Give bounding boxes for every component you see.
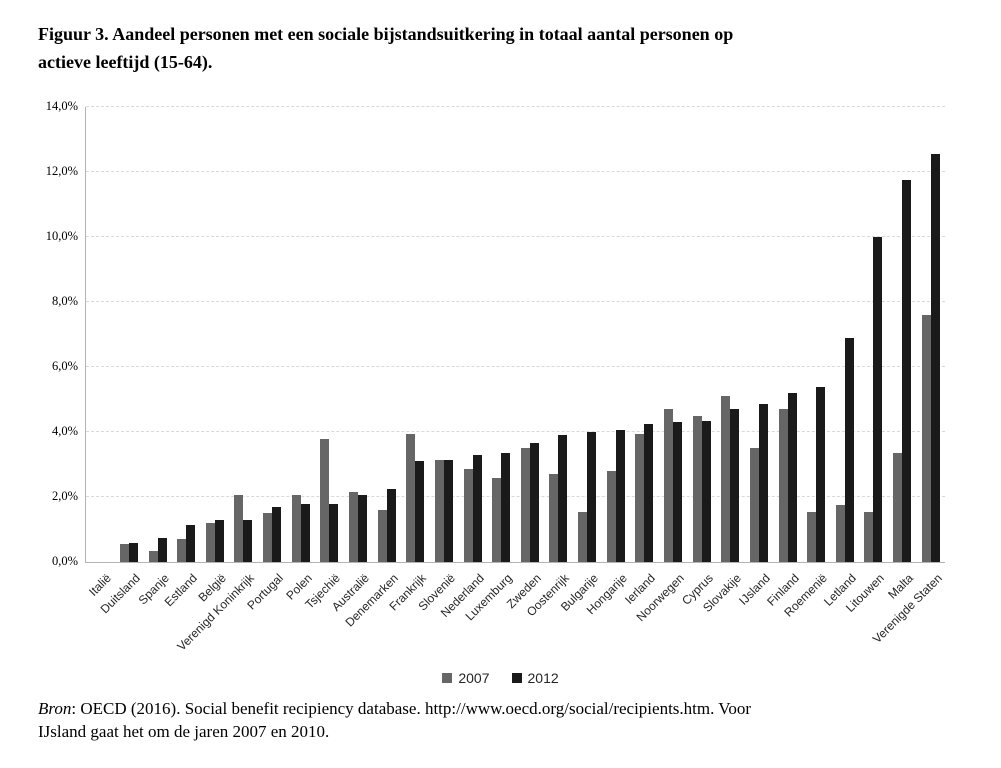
bar-2012: [386, 488, 396, 562]
bar-2012: [672, 422, 682, 562]
legend-item-2012: 2012: [511, 670, 559, 686]
y-axis-tick-label: 6,0%: [51, 359, 78, 373]
bar-2012: [758, 404, 768, 562]
bar-2007: [406, 433, 416, 562]
bar-2012: [787, 393, 797, 562]
bar-2012: [329, 503, 339, 562]
legend-label: 2007: [458, 670, 490, 686]
y-axis-tick-label: 0,0%: [51, 554, 78, 568]
bar-2012: [243, 519, 253, 562]
bar-2012: [873, 237, 883, 562]
source-line1: Bron: OECD (2016). Social benefit recipi…: [38, 697, 973, 720]
bar-2007: [205, 523, 215, 562]
bar-2012: [558, 435, 568, 562]
chart-title-line2: actieve leeftijd (15-64).: [38, 52, 213, 72]
bar-2012: [272, 506, 282, 562]
gridline-12: [86, 171, 945, 172]
gridline-2: [86, 496, 945, 497]
legend-item-2007: 2007: [442, 670, 490, 686]
bar-2012: [415, 461, 425, 562]
bar-2007: [721, 396, 731, 562]
bar-2007: [692, 415, 702, 562]
bar-2007: [835, 505, 845, 562]
y-axis-tick-label: 2,0%: [51, 489, 78, 503]
legend-swatch-icon: [442, 673, 453, 683]
gridline-14: [86, 106, 945, 107]
bar-2007: [263, 513, 273, 562]
bar-2012: [816, 386, 826, 562]
bar-2007: [663, 409, 673, 562]
legend-label: 2012: [527, 670, 559, 686]
y-axis-tick-label: 4,0%: [51, 424, 78, 438]
bar-2007: [520, 448, 530, 562]
bar-2012: [902, 180, 912, 562]
bar-2007: [635, 433, 645, 562]
bar-2007: [148, 550, 158, 562]
bar-2007: [778, 409, 788, 562]
y-axis-tick-label: 10,0%: [45, 229, 78, 243]
bar-2007: [119, 544, 129, 562]
chart-title-line1: Figuur 3. Aandeel personen met een socia…: [38, 24, 734, 44]
bar-2012: [529, 443, 539, 562]
bar-2007: [893, 453, 903, 562]
bar-2012: [501, 453, 511, 562]
bar-2007: [349, 492, 359, 562]
bar-2012: [930, 154, 940, 562]
bar-2007: [807, 511, 817, 562]
bar-2007: [749, 448, 759, 562]
plot-area: [85, 106, 945, 563]
bar-2007: [864, 511, 874, 562]
legend-swatch-icon: [511, 673, 522, 683]
bar-2012: [300, 503, 310, 562]
source-text1: : OECD (2016). Social benefit recipiency…: [71, 699, 752, 718]
chart-legend: 2007 2012: [0, 670, 1001, 686]
bar-2007: [291, 495, 301, 562]
bar-2012: [644, 423, 654, 562]
bar-2007: [434, 459, 444, 562]
chart-title: Figuur 3. Aandeel personen met een socia…: [38, 20, 978, 76]
gridline-10: [86, 236, 945, 237]
bar-2012: [730, 409, 740, 562]
y-axis-tick-label: 14,0%: [45, 99, 78, 113]
bar-2012: [128, 542, 138, 562]
bar-2012: [358, 495, 368, 562]
bar-2012: [214, 519, 224, 562]
bar-2007: [177, 539, 187, 562]
y-axis-tick-label: 8,0%: [51, 294, 78, 308]
bar-2012: [443, 459, 453, 562]
bar-2007: [578, 511, 588, 562]
bar-2007: [921, 315, 931, 562]
bar-2012: [186, 524, 196, 562]
bar-2007: [549, 474, 559, 562]
source-note: Bron: OECD (2016). Social benefit recipi…: [38, 697, 973, 743]
bar-2007: [234, 495, 244, 562]
bar-2007: [320, 438, 330, 562]
bar-2012: [587, 432, 597, 562]
bar-2012: [472, 454, 482, 562]
gridline-8: [86, 301, 945, 302]
bar-2007: [377, 510, 387, 562]
bar-2012: [844, 337, 854, 562]
source-line2: IJsland gaat het om de jaren 2007 en 201…: [38, 722, 330, 741]
bar-2007: [463, 469, 473, 562]
source-label: Bron: [38, 699, 72, 718]
gridline-4: [86, 431, 945, 432]
gridline-6: [86, 366, 945, 367]
y-axis-tick-label: 12,0%: [45, 164, 78, 178]
bar-2012: [615, 430, 625, 562]
bar-2012: [157, 537, 167, 562]
bar-2007: [492, 477, 502, 562]
bar-2012: [701, 420, 711, 562]
bar-2007: [606, 471, 616, 562]
